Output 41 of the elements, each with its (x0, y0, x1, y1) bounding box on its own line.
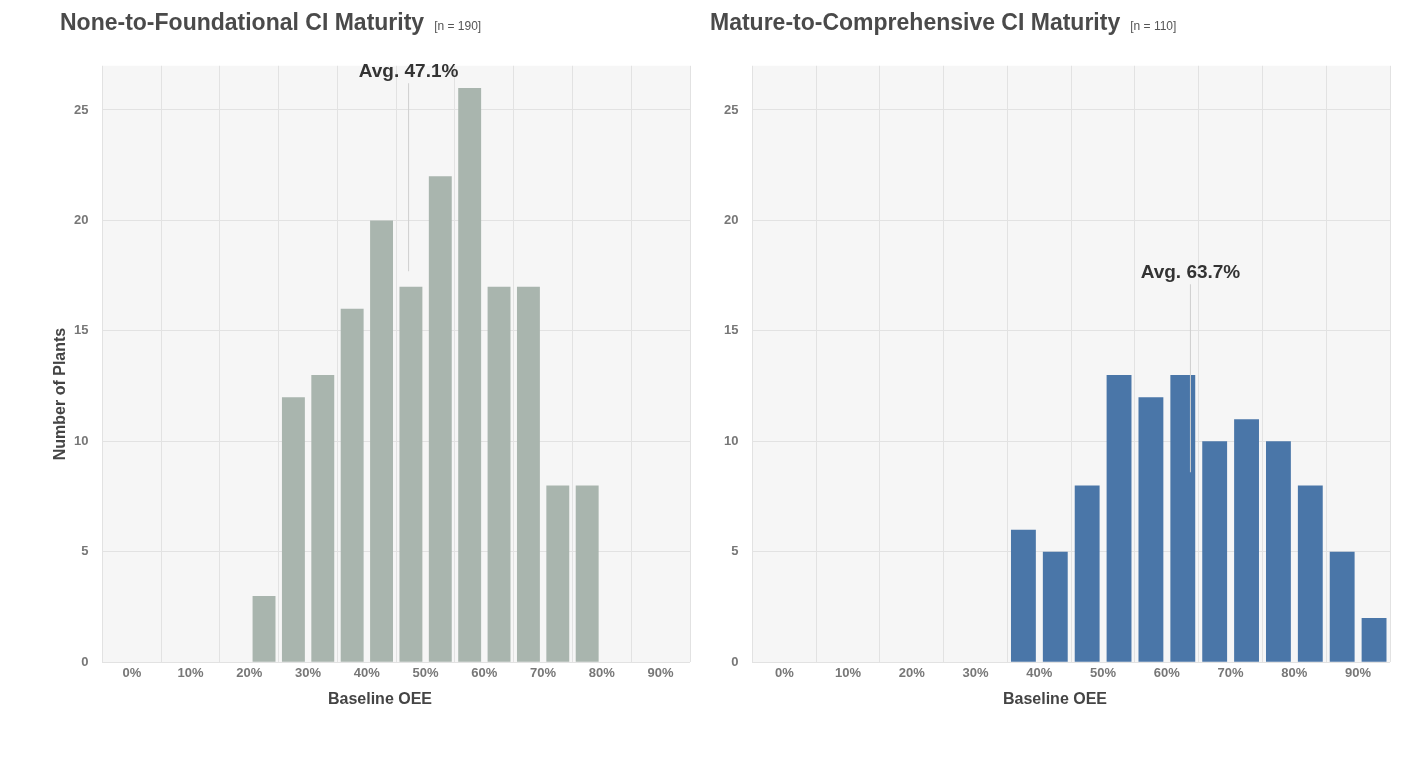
x-tick-label: 80% (588, 664, 616, 680)
x-tick-label: 70% (1217, 664, 1245, 680)
y-tick-label: 10 (73, 432, 89, 448)
y-tick-label: 15 (73, 322, 89, 338)
x-tick-label: 60% (1153, 664, 1181, 680)
x-tick-label: 0% (774, 664, 795, 680)
y-tick-label: 5 (731, 543, 739, 559)
x-tick-label: 40% (353, 664, 381, 680)
x-tick-label: 20% (898, 664, 926, 680)
y-tick-label: 0 (731, 653, 739, 669)
x-tick-label: 10% (177, 664, 205, 680)
x-tick-label: 30% (962, 664, 990, 680)
x-axis-title: Baseline OEE (1001, 690, 1108, 708)
x-tick-label: 0% (122, 664, 142, 680)
x-axis-title: Baseline OEE (326, 690, 433, 708)
x-tick-label: 80% (1281, 664, 1308, 680)
x-tick-label: 40% (1026, 664, 1053, 680)
y-tick-label: 10 (723, 432, 739, 448)
x-tick-label: 90% (647, 664, 675, 680)
y-tick-label: 20 (723, 212, 739, 227)
ref-line-label: Avg. 47.1% (358, 60, 459, 81)
y-tick-label: 25 (73, 101, 89, 117)
x-tick-label: 10% (835, 664, 862, 680)
x-tick-label: 30% (295, 664, 322, 680)
y-tick-label: 20 (73, 212, 89, 227)
y-tick-label: 15 (723, 322, 739, 338)
chart-title: Mature-to-Comprehensive CI Maturity (710, 9, 1121, 35)
y-tick-label: 25 (723, 101, 739, 117)
x-tick-label: 50% (412, 664, 440, 680)
chart-subtitle: [n = 110] (1130, 19, 1177, 33)
y-axis-title: Number of Plants (51, 327, 70, 461)
x-tick-label: 50% (1090, 664, 1117, 680)
y-tick-label: 0 (81, 653, 89, 669)
x-tick-label: 60% (471, 664, 498, 680)
chart-subtitle: [n = 190] (434, 19, 482, 33)
ref-line-label: Avg. 63.7% (1140, 261, 1241, 283)
chart-title: None-to-Foundational CI Maturity (60, 9, 425, 35)
x-tick-label: 90% (1345, 664, 1372, 680)
y-tick-label: 5 (81, 543, 89, 559)
x-tick-label: 70% (530, 664, 557, 680)
x-tick-label: 20% (236, 664, 263, 680)
